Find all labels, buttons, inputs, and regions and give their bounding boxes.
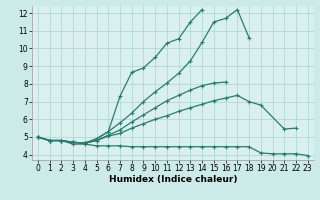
X-axis label: Humidex (Indice chaleur): Humidex (Indice chaleur) (108, 175, 237, 184)
